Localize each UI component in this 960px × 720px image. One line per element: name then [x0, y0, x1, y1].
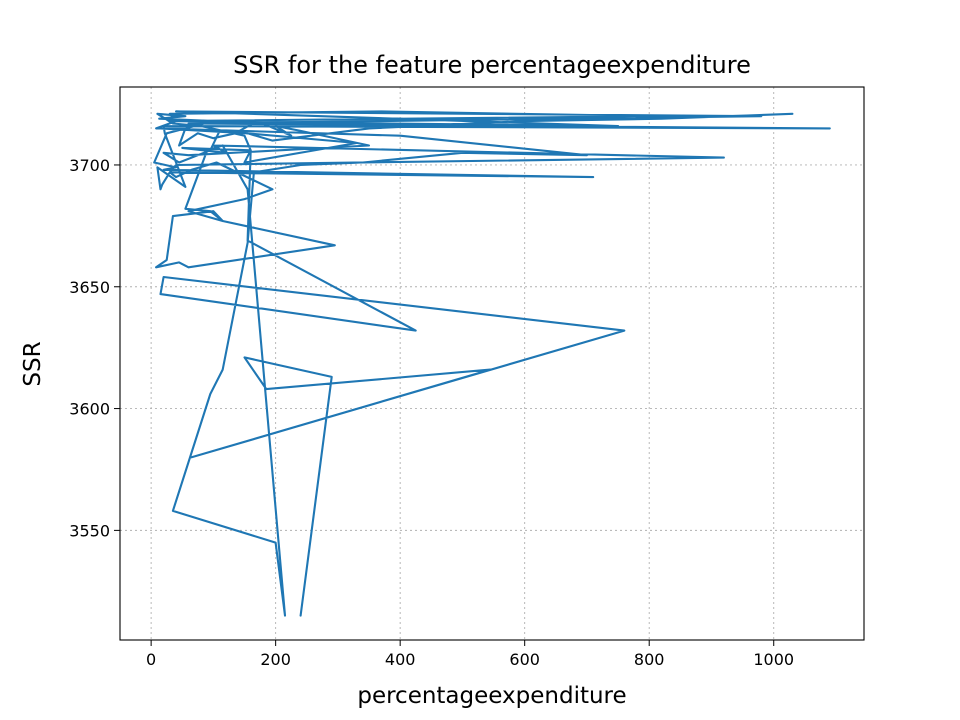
y-tick-label: 3650 — [69, 278, 110, 297]
x-axis-label: percentageexpenditure — [357, 683, 626, 709]
x-tick-label: 800 — [634, 650, 665, 669]
y-tick-label: 3700 — [69, 156, 110, 175]
plot-frame — [119, 86, 865, 641]
x-tick-label: 600 — [509, 650, 540, 669]
x-axis-ticks: 0 200 400 600 800 1000 — [146, 640, 794, 669]
y-axis-ticks: 3550 3600 3650 3700 — [69, 156, 120, 540]
x-tick-label: 400 — [385, 650, 416, 669]
y-tick-label: 3600 — [69, 400, 110, 419]
series-line — [153, 110, 831, 617]
y-axis-label: SSR — [20, 341, 46, 386]
y-tick-label: 3550 — [69, 521, 110, 540]
chart-title: SSR for the feature percentageexpenditur… — [233, 51, 751, 79]
x-tick-label: 1000 — [753, 650, 794, 669]
series-layer — [153, 110, 831, 617]
x-tick-label: 200 — [260, 650, 291, 669]
x-tick-label: 0 — [146, 650, 156, 669]
